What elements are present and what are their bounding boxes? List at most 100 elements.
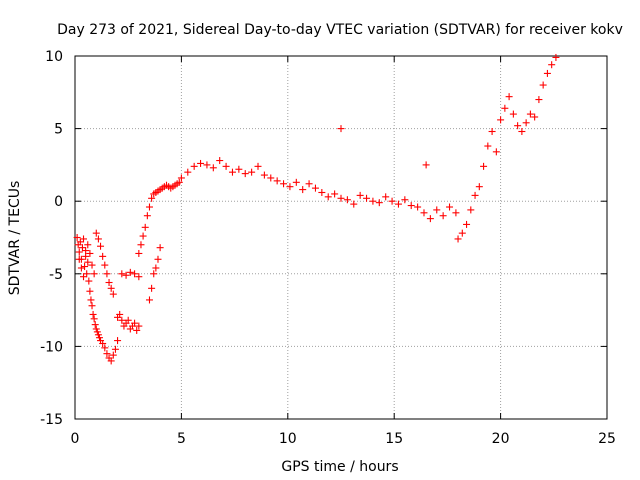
- data-point: [394, 200, 402, 208]
- data-point: [514, 122, 522, 130]
- data-point: [343, 196, 351, 204]
- data-point: [107, 284, 115, 292]
- data-point: [145, 203, 153, 211]
- data-point: [369, 197, 377, 205]
- data-point: [131, 270, 139, 278]
- data-point: [92, 229, 100, 237]
- data-point: [286, 183, 294, 191]
- data-point: [80, 273, 88, 281]
- x-tick-label: 20: [492, 431, 510, 447]
- data-point: [401, 196, 409, 204]
- x-tick-labels: 0 5 10 15 20 25: [71, 431, 616, 447]
- data-point: [350, 200, 358, 208]
- data-point: [452, 209, 460, 217]
- data-point: [90, 315, 98, 323]
- data-point: [84, 241, 92, 249]
- data-point: [318, 188, 326, 196]
- data-point: [184, 168, 192, 176]
- data-point: [126, 268, 134, 276]
- data-point: [87, 296, 95, 304]
- data-point: [337, 194, 345, 202]
- data-point: [86, 249, 94, 257]
- data-point: [420, 209, 428, 217]
- data-point: [84, 258, 92, 266]
- data-point: [83, 270, 91, 278]
- data-point: [497, 116, 505, 124]
- data-point: [154, 255, 162, 263]
- data-point: [299, 186, 307, 194]
- data-point: [446, 203, 454, 211]
- data-point: [439, 212, 447, 220]
- data-point: [139, 232, 147, 240]
- data-point: [535, 96, 543, 104]
- data-point: [73, 234, 81, 241]
- data-point: [152, 264, 160, 272]
- data-point: [118, 270, 126, 278]
- data-point: [254, 162, 262, 170]
- data-point: [80, 235, 88, 243]
- data-point: [548, 61, 556, 69]
- data-point: [90, 270, 98, 278]
- data-point: [175, 178, 183, 186]
- data-point: [475, 183, 483, 191]
- data-point: [222, 162, 230, 170]
- data-point: [109, 351, 117, 359]
- data-point: [216, 157, 224, 165]
- data-point: [501, 104, 509, 112]
- data-point: [156, 244, 164, 252]
- data-point: [135, 249, 143, 257]
- grid-lines: [75, 56, 607, 419]
- data-point: [111, 345, 119, 353]
- data-point: [92, 325, 100, 333]
- data-point: [135, 273, 143, 281]
- data-point: [197, 159, 205, 167]
- data-point: [467, 206, 475, 214]
- y-tick-label: 0: [54, 194, 63, 210]
- y-tick-label: 5: [54, 122, 63, 138]
- data-point: [107, 357, 115, 365]
- data-point: [522, 119, 530, 127]
- x-tick-label: 10: [279, 431, 297, 447]
- x-tick-label: 25: [598, 431, 616, 447]
- data-point: [292, 178, 300, 186]
- data-point: [382, 193, 390, 201]
- axis-ticks: [74, 55, 608, 420]
- data-point: [241, 170, 249, 178]
- data-point: [137, 241, 145, 249]
- data-point: [433, 206, 441, 214]
- data-point: [133, 326, 141, 334]
- data-point: [89, 310, 97, 318]
- y-axis-label: SDTVAR / TECUs: [7, 181, 23, 296]
- data-point: [101, 261, 109, 269]
- data-point: [99, 339, 107, 347]
- data-point: [122, 271, 130, 279]
- y-tick-label: -10: [40, 339, 63, 355]
- data-point: [86, 287, 94, 295]
- data-point: [509, 110, 517, 118]
- data-point: [101, 344, 109, 352]
- data-point: [103, 270, 111, 278]
- data-point: [526, 110, 534, 118]
- data-point: [76, 238, 84, 246]
- data-point: [260, 171, 268, 179]
- data-point: [97, 242, 105, 250]
- data-point: [116, 310, 124, 318]
- data-point: [267, 174, 275, 182]
- data-point: [426, 215, 434, 223]
- data-point: [148, 194, 156, 202]
- data-points: [73, 53, 560, 365]
- data-point: [454, 235, 462, 243]
- data-point: [150, 270, 158, 278]
- plot-frame: [74, 55, 608, 420]
- data-point: [235, 165, 243, 173]
- data-point: [143, 212, 151, 220]
- data-point: [135, 322, 143, 330]
- data-point: [145, 296, 153, 304]
- data-point: [77, 264, 85, 272]
- data-point: [85, 277, 93, 285]
- data-point: [94, 331, 102, 339]
- data-point: [305, 180, 313, 188]
- data-point: [248, 168, 256, 176]
- x-tick-label: 0: [71, 431, 80, 447]
